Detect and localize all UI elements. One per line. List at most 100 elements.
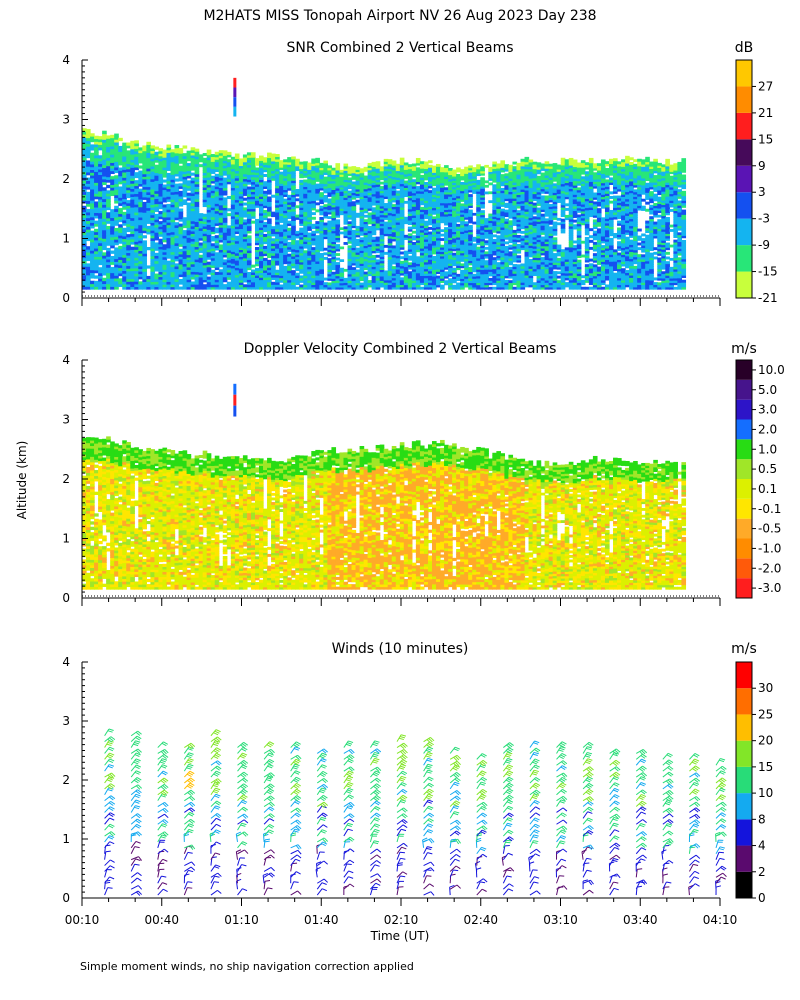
field-cell	[158, 231, 164, 235]
field-cell	[86, 220, 91, 224]
field-cell	[102, 226, 107, 231]
field-cell	[126, 152, 131, 157]
field-cell	[339, 231, 345, 235]
field-cell	[250, 264, 256, 268]
field-cell	[114, 191, 119, 196]
field-cell	[110, 137, 115, 141]
field-cell	[82, 271, 87, 276]
field-cell	[126, 247, 131, 251]
field-cell	[118, 235, 123, 239]
field-cell	[323, 176, 328, 180]
field-cell	[110, 167, 115, 172]
field-cell	[126, 249, 131, 254]
field-cell	[82, 251, 87, 256]
field-cell	[154, 154, 160, 158]
field-cell	[287, 253, 292, 257]
field-cell	[82, 136, 87, 141]
field-cell	[118, 262, 123, 266]
field-cell	[444, 280, 449, 284]
field-cell	[472, 273, 477, 277]
field-cell	[162, 234, 168, 238]
field-cell	[403, 162, 409, 166]
field-cell	[142, 209, 147, 213]
field-cell	[134, 206, 139, 210]
field-cell	[146, 199, 151, 203]
field-cell	[82, 214, 87, 218]
field-cell	[98, 185, 103, 189]
field-cell	[162, 254, 168, 258]
field-cell	[146, 281, 151, 285]
field-cell	[162, 191, 168, 196]
field-cell	[122, 235, 127, 240]
field-cell	[355, 238, 361, 242]
field-cell	[411, 230, 417, 234]
field-cell	[134, 156, 139, 160]
field-cell	[122, 174, 127, 178]
field-cell	[102, 153, 107, 157]
field-cell	[146, 157, 151, 161]
field-cell	[134, 174, 139, 179]
field-cell	[114, 208, 119, 212]
field-cell	[456, 273, 461, 277]
field-cell	[170, 256, 176, 260]
field-cell	[118, 283, 123, 287]
field-cell	[86, 283, 91, 287]
field-cell	[118, 210, 123, 215]
field-cell	[146, 165, 151, 169]
field-cell	[94, 237, 99, 241]
field-cell	[158, 271, 164, 275]
field-cell	[126, 278, 131, 282]
field-cell	[106, 217, 111, 222]
field-cell	[158, 158, 164, 162]
field-cell	[146, 197, 151, 201]
field-cell	[118, 229, 123, 233]
field-cell	[315, 183, 320, 187]
field-cell	[170, 246, 176, 250]
field-cell	[122, 262, 127, 266]
field-cell	[162, 184, 168, 188]
field-cell	[86, 140, 91, 144]
field-cell	[142, 191, 147, 195]
field-cell	[110, 214, 115, 219]
field-cell	[98, 272, 103, 277]
field-cell	[114, 155, 119, 160]
field-cell	[118, 218, 123, 223]
field-cell	[134, 230, 139, 234]
field-cell	[110, 233, 115, 238]
field-cell	[90, 186, 95, 190]
field-cell	[440, 244, 445, 248]
field-cell	[170, 254, 176, 258]
field-cell	[150, 145, 156, 149]
field-cell	[114, 200, 119, 204]
field-cell	[154, 169, 160, 174]
field-cell	[271, 281, 276, 285]
field-cell	[122, 182, 127, 186]
field-cell	[126, 221, 131, 225]
field-cell	[122, 278, 127, 282]
field-cell	[82, 274, 87, 279]
field-cell	[102, 246, 107, 251]
field-cell	[130, 259, 135, 264]
field-cell	[118, 186, 123, 190]
field-cell	[154, 180, 160, 184]
field-cell	[130, 196, 135, 200]
field-cell	[142, 186, 147, 190]
field-cell	[138, 283, 143, 288]
field-cell	[130, 251, 135, 256]
field-cell	[162, 204, 168, 208]
field-cell	[158, 206, 164, 210]
field-cell	[110, 258, 115, 263]
field-cell	[130, 230, 135, 235]
field-cell	[90, 211, 95, 215]
field-cell	[98, 177, 103, 181]
field-cell	[138, 196, 143, 200]
field-cell	[142, 278, 147, 282]
field-cell	[162, 266, 168, 270]
field-cell	[279, 224, 284, 228]
field-cell	[271, 153, 276, 157]
field-cell	[351, 181, 357, 185]
field-cell	[444, 187, 449, 191]
field-cell	[102, 280, 107, 285]
field-cell	[130, 185, 135, 190]
field-cell	[166, 286, 172, 290]
